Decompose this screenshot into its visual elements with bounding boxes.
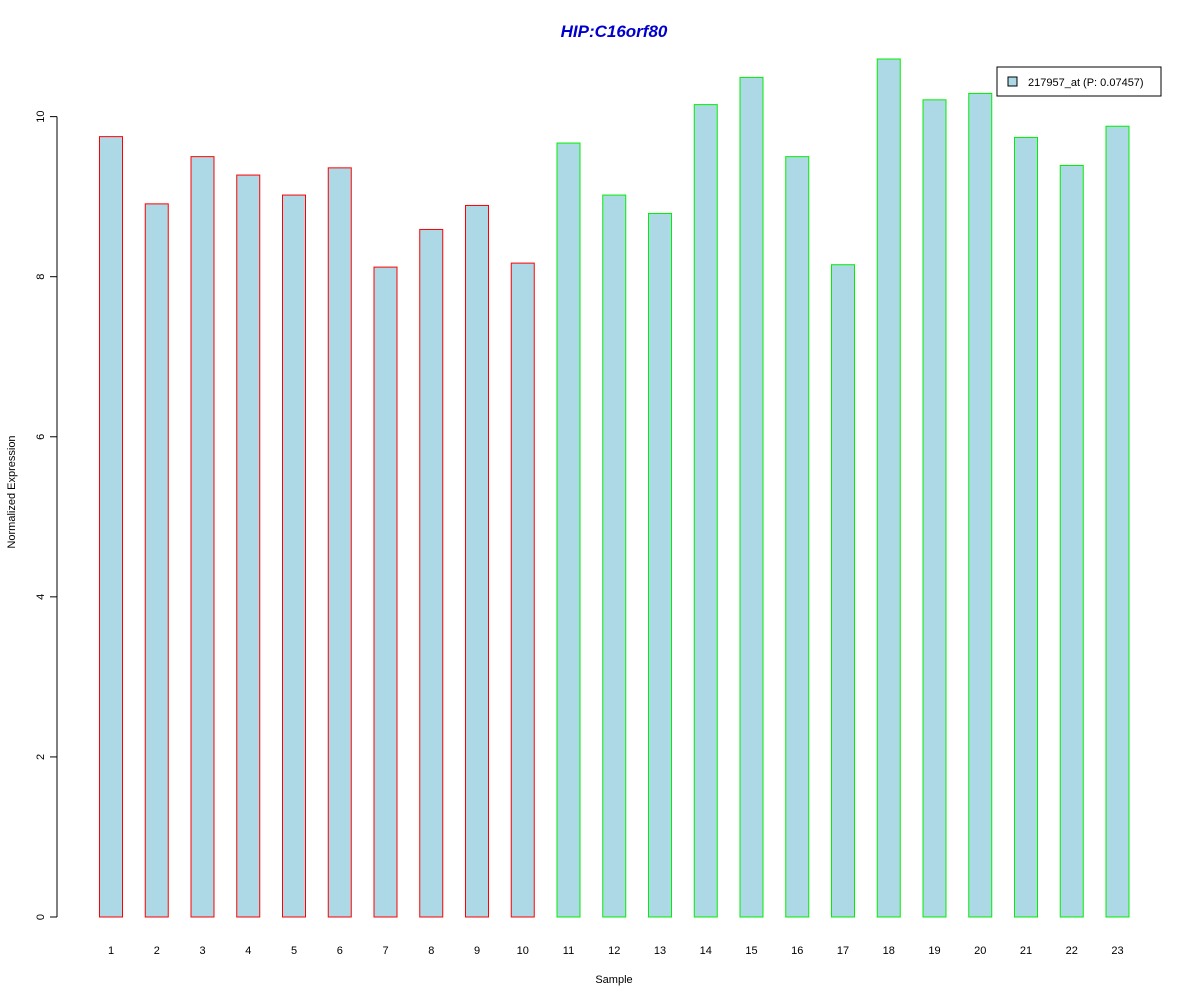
x-tick-label: 22: [1066, 945, 1078, 957]
legend-label: 217957_at (P: 0.07457): [1028, 77, 1144, 89]
bar-sample-19: [922, 99, 947, 918]
x-tick-label: 17: [837, 945, 849, 957]
bar-sample-9: [465, 204, 489, 918]
x-tick-label: 18: [883, 945, 895, 957]
bar-sample-16: [785, 156, 810, 918]
x-tick-label: 15: [745, 945, 757, 957]
legend: 217957_at (P: 0.07457): [996, 66, 1162, 97]
x-tick-label: 4: [245, 945, 251, 957]
x-tick-label: 12: [608, 945, 620, 957]
legend-swatch: [1007, 76, 1018, 87]
x-tick-labels: 1 2 3 4 5 6 7 8 9 10 11 12 13 14 15 16 17 18 19 20 21 22 23: [108, 945, 1124, 957]
bar-sample-10: [510, 262, 535, 918]
x-tick-label: 11: [563, 945, 574, 957]
bar-sample-20: [968, 92, 993, 918]
bar-sample-17: [831, 264, 855, 918]
x-tick-label: 8: [428, 945, 434, 957]
x-tick-label: 10: [517, 945, 529, 957]
x-tick-label: 13: [654, 945, 666, 957]
y-tick-label: 4: [35, 594, 47, 600]
x-axis-label: Sample: [595, 974, 632, 986]
y-tick-label: 6: [35, 434, 47, 440]
bar-sample-8: [419, 228, 444, 918]
bars: [99, 58, 1130, 918]
chart-title: HIP:C16orf80: [561, 22, 668, 41]
bar-sample-5: [282, 194, 306, 918]
x-tick-label: 1: [108, 945, 114, 957]
x-tick-label: 21: [1020, 945, 1032, 957]
bar-sample-11: [556, 142, 581, 918]
bar-sample-23: [1105, 125, 1130, 918]
x-tick-label: 19: [928, 945, 940, 957]
bar-sample-2: [144, 203, 169, 918]
x-tick-label: 14: [700, 945, 712, 957]
bar-sample-6: [327, 167, 352, 918]
y-tick-label: 2: [35, 754, 47, 760]
bar-sample-1: [99, 136, 123, 918]
x-tick-label: 9: [474, 945, 480, 957]
y-tick-label: 10: [35, 111, 47, 123]
x-tick-label: 16: [791, 945, 803, 957]
x-tick-label: 6: [337, 945, 343, 957]
x-tick-label: 2: [154, 945, 160, 957]
bar-sample-18: [876, 58, 901, 918]
x-tick-label: 5: [291, 945, 297, 957]
y-tick-label: 0: [35, 914, 47, 920]
bar-sample-22: [1059, 164, 1084, 918]
x-tick-label: 3: [199, 945, 205, 957]
bar-sample-3: [190, 156, 215, 918]
bar-sample-4: [236, 174, 261, 918]
bar-sample-14: [693, 104, 718, 918]
x-tick-label: 20: [974, 945, 986, 957]
y-axis-label: Normalized Expression: [6, 435, 18, 548]
x-tick-label: 7: [382, 945, 388, 957]
bar-sample-7: [373, 266, 398, 918]
bar-sample-21: [1014, 136, 1038, 918]
bar-sample-12: [602, 194, 627, 918]
legend-box: [996, 66, 1162, 97]
bar-sample-13: [648, 212, 672, 918]
y-tick-label: 8: [35, 274, 47, 280]
x-tick-label: 23: [1111, 945, 1123, 957]
bar-sample-15: [739, 76, 764, 918]
y-axis: 0 2 4 6 8 10: [35, 111, 58, 920]
